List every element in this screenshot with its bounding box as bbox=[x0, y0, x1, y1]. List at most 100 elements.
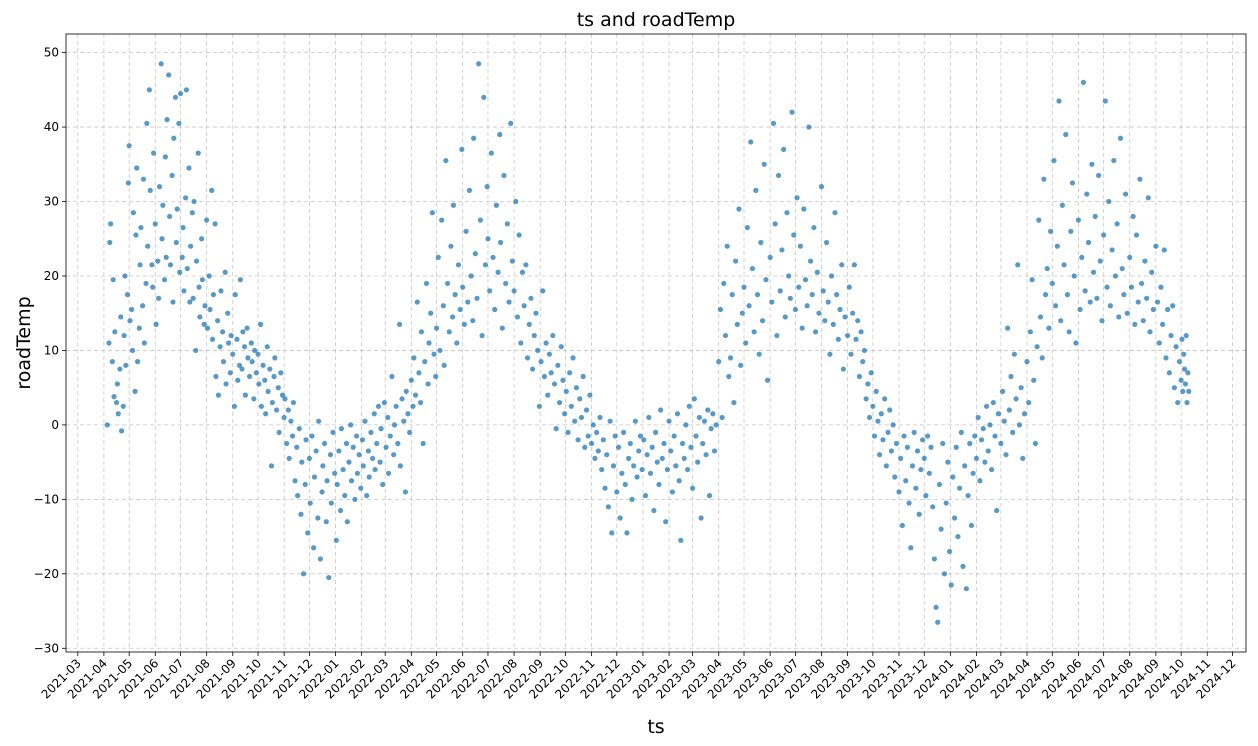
data-point bbox=[982, 459, 988, 465]
data-point bbox=[518, 340, 524, 346]
data-point bbox=[563, 388, 569, 394]
data-point bbox=[299, 459, 305, 465]
data-point bbox=[898, 455, 904, 462]
data-point bbox=[622, 481, 628, 488]
data-point bbox=[661, 440, 667, 447]
data-point bbox=[163, 254, 169, 260]
data-point bbox=[133, 232, 139, 238]
data-point bbox=[754, 292, 761, 298]
data-point bbox=[204, 217, 210, 223]
data-point bbox=[1090, 269, 1097, 275]
data-point bbox=[1066, 329, 1072, 335]
data-point bbox=[1128, 284, 1135, 290]
data-point bbox=[129, 306, 135, 313]
data-point bbox=[385, 470, 392, 476]
data-point bbox=[1003, 452, 1009, 458]
data-point bbox=[300, 571, 307, 577]
data-point bbox=[448, 243, 454, 249]
data-point bbox=[977, 478, 983, 484]
data-point bbox=[690, 485, 696, 491]
data-point bbox=[758, 239, 764, 246]
data-point bbox=[706, 493, 713, 499]
data-point bbox=[1182, 381, 1188, 387]
data-point bbox=[580, 373, 586, 380]
data-point bbox=[789, 109, 795, 115]
data-point bbox=[195, 150, 201, 156]
data-point bbox=[350, 444, 356, 450]
data-point bbox=[1186, 388, 1192, 394]
data-point bbox=[156, 295, 162, 301]
data-point bbox=[610, 463, 617, 469]
data-point bbox=[493, 202, 499, 208]
data-point bbox=[115, 411, 121, 417]
data-point bbox=[637, 433, 644, 439]
data-point bbox=[774, 332, 780, 339]
data-point bbox=[652, 429, 659, 435]
data-point bbox=[1140, 318, 1146, 324]
data-point bbox=[801, 206, 807, 212]
data-point bbox=[334, 481, 340, 488]
data-point bbox=[167, 262, 174, 268]
data-point bbox=[626, 455, 632, 462]
data-point bbox=[1041, 176, 1047, 182]
data-point bbox=[111, 394, 117, 400]
data-point bbox=[352, 496, 358, 502]
data-point bbox=[504, 221, 510, 227]
y-tick-label: 0 bbox=[51, 418, 59, 432]
data-point bbox=[501, 172, 507, 179]
data-point bbox=[923, 493, 929, 499]
data-point bbox=[696, 414, 702, 421]
data-point bbox=[840, 366, 847, 372]
data-point bbox=[511, 288, 517, 294]
data-point bbox=[770, 120, 777, 126]
data-point bbox=[422, 359, 428, 365]
data-point bbox=[820, 288, 826, 294]
data-point bbox=[1153, 243, 1159, 249]
data-point bbox=[1032, 440, 1039, 447]
data-point bbox=[691, 396, 697, 402]
data-point bbox=[804, 303, 810, 309]
data-point bbox=[433, 373, 439, 380]
data-point bbox=[592, 455, 598, 462]
data-point bbox=[292, 478, 298, 484]
data-point bbox=[1124, 310, 1130, 316]
data-point bbox=[998, 440, 1004, 447]
data-point bbox=[1104, 284, 1110, 290]
data-point bbox=[104, 422, 110, 428]
data-point bbox=[393, 403, 399, 409]
data-point bbox=[775, 172, 782, 179]
data-point bbox=[371, 411, 377, 417]
data-point bbox=[1006, 407, 1012, 413]
data-point bbox=[387, 433, 393, 439]
data-point bbox=[268, 463, 275, 469]
data-point bbox=[1181, 366, 1188, 372]
data-point bbox=[306, 455, 313, 462]
data-point bbox=[1044, 265, 1050, 272]
data-point bbox=[1013, 396, 1019, 402]
data-point bbox=[183, 87, 190, 93]
data-point bbox=[354, 470, 361, 476]
data-point bbox=[921, 455, 927, 462]
data-point bbox=[739, 310, 745, 316]
data-point bbox=[870, 403, 876, 409]
data-point bbox=[615, 444, 622, 450]
data-point bbox=[540, 288, 546, 294]
data-point bbox=[482, 262, 489, 268]
data-point bbox=[296, 426, 302, 432]
data-point bbox=[127, 318, 133, 324]
data-point bbox=[1016, 422, 1023, 428]
data-point bbox=[375, 403, 382, 409]
data-point bbox=[1179, 336, 1185, 342]
data-point bbox=[193, 347, 199, 354]
data-point bbox=[1071, 273, 1077, 279]
data-point bbox=[365, 448, 371, 454]
data-point bbox=[1049, 280, 1055, 287]
data-point bbox=[273, 407, 280, 413]
data-point bbox=[736, 206, 742, 212]
data-point bbox=[143, 280, 149, 287]
data-point bbox=[978, 437, 985, 443]
data-point bbox=[107, 239, 113, 246]
data-point bbox=[1121, 292, 1127, 298]
data-point bbox=[811, 224, 817, 231]
data-point bbox=[431, 351, 437, 357]
